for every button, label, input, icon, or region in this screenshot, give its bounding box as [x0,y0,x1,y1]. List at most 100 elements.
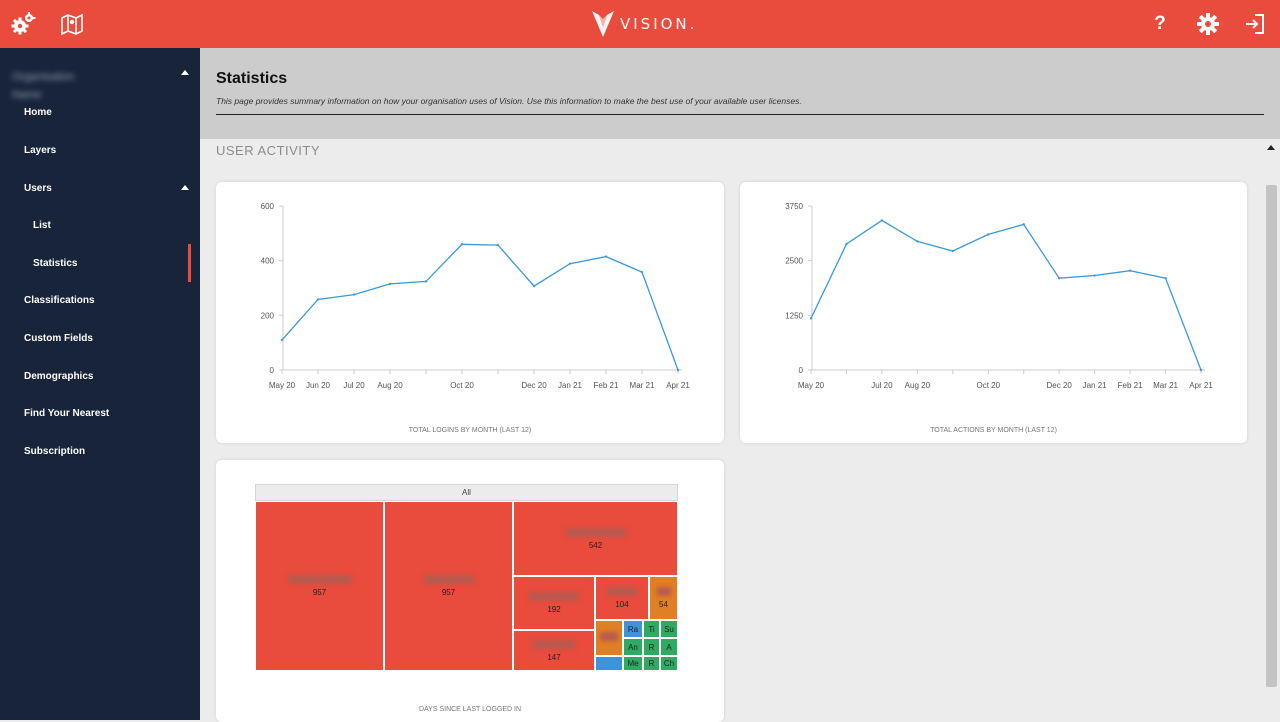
data-point[interactable] [1093,274,1096,277]
chart-caption: TOTAL LOGINS BY MONTH (LAST 12) [408,427,532,434]
y-tick-label: 1250 [785,311,803,320]
sidebar-item-subscription[interactable]: Subscription [0,432,200,470]
x-tick-label: Aug 20 [377,381,403,390]
scrollbar[interactable] [1262,139,1280,720]
treemap-cell[interactable]: Ra [623,620,643,638]
treemap-cell[interactable]: 147 [513,630,595,671]
x-tick-label: May 20 [269,381,296,390]
y-tick-label: 0 [799,366,804,375]
data-point[interactable] [676,368,680,372]
treemap-cell[interactable]: 54 [649,576,678,620]
data-point[interactable] [845,242,848,246]
treemap-cell[interactable]: 957 [384,501,513,671]
y-tick-label: 400 [261,257,275,266]
treemap-cell-name-redacted [607,587,637,596]
data-point[interactable] [951,249,955,253]
data-point[interactable] [604,255,608,258]
org-name: Organisation Name [12,71,75,101]
scroll-up-icon[interactable] [1267,145,1275,150]
sidebar-item-users[interactable]: Users [0,169,200,207]
org-selector[interactable]: Organisation Name [12,67,92,101]
treemap-cell[interactable]: R [643,638,660,656]
treemap-cell-label: Ti [648,624,655,634]
scroll-thumb[interactable] [1266,185,1277,687]
data-point[interactable] [568,262,572,265]
treemap-cell-label: A [666,642,672,652]
data-point[interactable] [1022,223,1025,226]
help-icon[interactable]: ? [1154,13,1166,34]
sidebar-item-classifications[interactable]: Classifications [0,281,200,319]
treemap-cell[interactable]: 542 [513,501,678,576]
sidebar-item-label: Find Your Nearest [24,407,110,419]
app-logo: VISION. [592,11,697,37]
series-line [281,243,679,371]
series-line [810,219,1202,371]
data-point[interactable] [280,338,284,342]
section-title: USER ACTIVITY [216,143,321,158]
y-tick-label: 2500 [785,257,803,266]
data-point[interactable] [316,298,320,301]
treemap-root-header[interactable]: All [255,484,678,501]
data-point[interactable] [1199,368,1203,372]
top-bar: VISION. ? [0,0,1280,48]
x-tick-label: Apr 21 [666,381,690,390]
treemap-cell[interactable]: Me [623,656,643,671]
treemap-cell-label: Me [627,659,639,668]
sidebar-item-find-your-nearest[interactable]: Find Your Nearest [0,394,200,432]
data-point[interactable] [640,270,644,274]
treemap-cell-label: R [648,642,655,652]
data-point[interactable] [424,280,428,283]
treemap-cell[interactable]: Ch [660,656,678,671]
y-tick-label: 200 [261,311,275,320]
treemap-cell-label: An [628,642,638,652]
x-tick-label: Aug 20 [905,381,931,390]
treemap-cell[interactable] [595,620,623,656]
treemap-cell-name-redacted [529,592,579,601]
data-point[interactable] [352,293,356,296]
settings-gear-icon[interactable] [1194,10,1222,38]
sidebar-item-label: Layers [24,144,57,156]
actions-chart-card: 0 1250 2500 3750 May 20 Jul 20 Aug 20 Oct 20 Dec… [740,182,1247,443]
treemap-cell[interactable]: 957 [255,501,384,671]
data-point[interactable] [1128,269,1132,272]
treemap-cell[interactable]: 192 [513,576,595,630]
sidebar-item-demographics[interactable]: Demographics [0,357,200,395]
treemap-cell[interactable]: R [643,656,660,671]
x-tick-label: Feb 21 [1118,381,1143,390]
sidebar-item-home[interactable]: Home [0,93,200,131]
x-tick-label: Jun 20 [306,381,331,390]
data-point[interactable] [1057,276,1061,280]
treemap-cell[interactable]: A [660,638,678,656]
treemap-cell[interactable]: Su [660,620,678,638]
treemap-cell[interactable]: An [623,638,643,656]
data-point[interactable] [532,284,536,288]
app-title: VISION. [620,15,698,33]
treemap-cell-label: 54 [659,600,668,609]
data-point[interactable] [388,282,392,286]
data-point[interactable] [1164,276,1167,280]
treemap-cell[interactable]: Ti [643,620,660,638]
sidebar-item-statistics[interactable]: Statistics [0,244,200,282]
treemap-cell[interactable] [595,656,623,671]
chart-caption: TOTAL ACTIONS BY MONTH (LAST 12) [930,427,1057,434]
sidebar-item-custom-fields[interactable]: Custom Fields [0,319,200,357]
treemap-cell-label: 957 [312,588,327,597]
data-point[interactable] [809,317,813,320]
treemap-cell[interactable]: 104 [595,576,649,620]
logout-icon[interactable] [1241,10,1269,38]
data-point[interactable] [916,240,919,243]
x-tick-label: Jul 20 [343,381,365,390]
treemap-cell-name-redacted [656,587,671,596]
map-icon[interactable] [58,10,86,38]
data-point[interactable] [460,243,464,246]
data-point[interactable] [880,219,884,222]
x-tick-label: Mar 21 [1153,381,1178,390]
sidebar-item-list[interactable]: List [0,206,200,244]
gears-icon[interactable] [9,10,37,38]
data-point[interactable] [496,243,500,247]
caret-up-icon[interactable] [181,70,189,75]
data-point[interactable] [987,233,990,236]
y-tick-label: 600 [261,202,275,211]
sidebar-item-label: List [33,219,51,231]
sidebar-item-layers[interactable]: Layers [0,131,200,169]
